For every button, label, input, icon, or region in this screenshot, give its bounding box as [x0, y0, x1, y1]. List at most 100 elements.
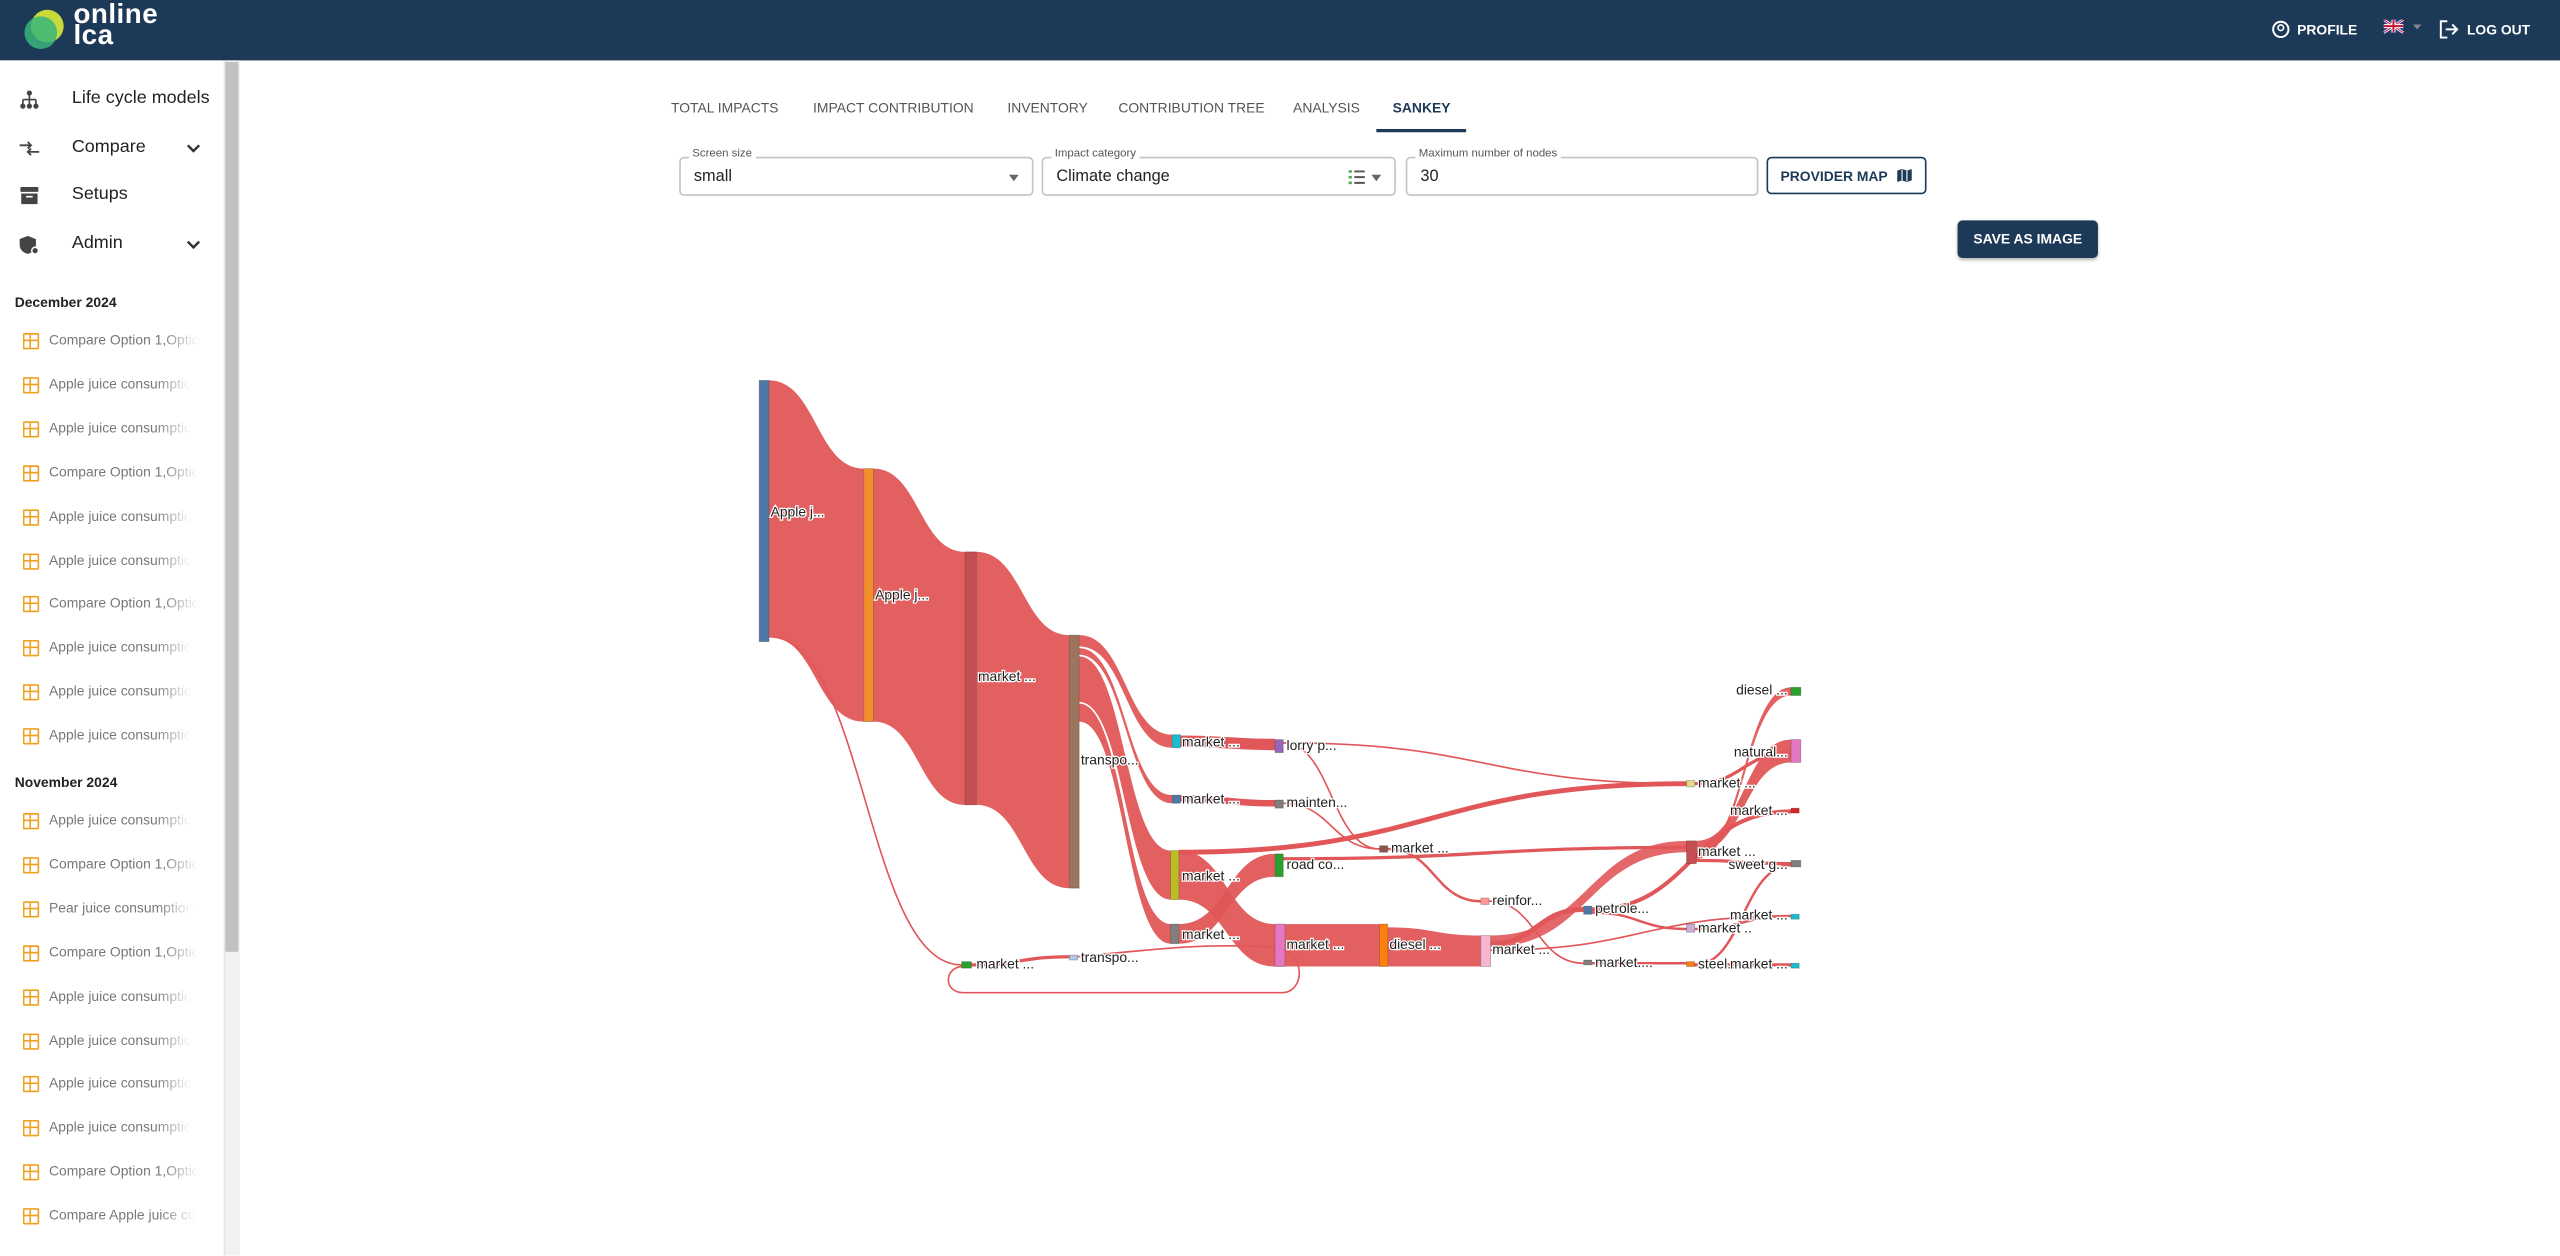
history-item[interactable]: Apple juice consumptio: [22, 725, 207, 748]
history-item[interactable]: Pear juice consumption: [22, 898, 207, 921]
history-item[interactable]: Apple juice consumptio: [22, 637, 207, 660]
item-icon: [22, 596, 40, 613]
profile-button[interactable]: PROFILE: [2297, 21, 2358, 38]
history-item[interactable]: Apple juice consumptio: [22, 810, 207, 833]
sankey-link: [1490, 906, 1584, 947]
button-label: PROVIDER MAP: [1780, 168, 1888, 185]
sankey-node-label: reinfor...: [1492, 892, 1542, 908]
logout-button[interactable]: LOG OUT: [2466, 21, 2531, 38]
impact-category-select[interactable]: Impact category Climate change: [1041, 148, 1396, 196]
history-item[interactable]: Compare Option 1,Optio: [22, 854, 207, 877]
item-label: Compare Option 1,Optio: [48, 855, 200, 872]
sankey-node: [863, 468, 874, 723]
sankey-node: [1583, 959, 1593, 966]
sankey-node: [1790, 913, 1800, 920]
field-label: Maximum number of nodes: [1415, 148, 1561, 160]
provider-map-button[interactable]: PROVIDER MAP: [1766, 156, 1927, 195]
tab[interactable]: CONTRIBUTION TREE: [1118, 99, 1265, 116]
sankey-node-label: market ...: [1182, 791, 1240, 807]
sankey-link: [971, 955, 1070, 967]
history-item[interactable]: Compare Option 1,Optio: [22, 1161, 207, 1184]
item-icon: [22, 1208, 40, 1225]
history-item[interactable]: Apple juice consumptio: [22, 1029, 207, 1052]
history-item[interactable]: Apple juice consumptio: [22, 681, 207, 704]
tab[interactable]: TOTAL IMPACTS: [671, 99, 779, 116]
history-item[interactable]: Apple juice consumptio: [22, 505, 207, 528]
history-item[interactable]: Apple juice consumptio: [22, 374, 207, 397]
sankey-node: [1790, 859, 1802, 868]
history-item[interactable]: Apple juice consumptio: [22, 549, 207, 572]
history-item[interactable]: Compare Apple juice co: [22, 1205, 207, 1228]
sankey-link: [1180, 735, 1276, 751]
language-select[interactable]: [2383, 19, 2423, 36]
max-nodes-input[interactable]: Maximum number of nodes 30: [1405, 148, 1759, 196]
menu-icon: [19, 235, 40, 254]
sankey-link: [1283, 742, 1380, 850]
sankey-link: [1079, 635, 1173, 748]
history-item[interactable]: Compare Option 1,Optio: [22, 942, 207, 965]
tab[interactable]: INVENTORY: [1007, 99, 1088, 116]
history-item[interactable]: Compare Option 1,Optio: [22, 462, 207, 485]
item-label: Apple juice consumptio: [48, 726, 192, 744]
sankey-link: [1387, 847, 1481, 903]
sankey-node-label: road co...: [1287, 856, 1345, 872]
sankey-node-label: transpo...: [1081, 949, 1139, 965]
sankey-link: [1283, 742, 1687, 785]
sankey-node-label: market....: [1595, 954, 1653, 970]
item-icon: [22, 1032, 40, 1049]
sankey-link: [1283, 845, 1687, 861]
sankey-link: [1178, 781, 1687, 855]
sankey-node-label: market ..: [1698, 920, 1752, 936]
chevron: [186, 239, 201, 249]
item-label: Apple juice consumptio: [48, 551, 192, 568]
sankey-node-label: mainten...: [1287, 794, 1348, 810]
menu-item[interactable]: Life cycle models: [0, 80, 224, 119]
tab[interactable]: ANALYSIS: [1293, 99, 1360, 116]
item-icon: [22, 988, 40, 1006]
tab[interactable]: SANKEY: [1392, 99, 1451, 116]
header: online lca PROFILE LOG OUT: [0, 0, 2560, 61]
history-item[interactable]: Apple juice consumptio: [22, 418, 207, 441]
item-icon: [22, 376, 40, 394]
sankey-node-label: market ...: [1730, 802, 1788, 818]
item-icon: [22, 552, 40, 569]
save-image-button[interactable]: SAVE AS IMAGE: [1957, 220, 2098, 258]
menu-item[interactable]: Compare: [0, 128, 224, 167]
screen-size-select[interactable]: Screen size small: [679, 148, 1034, 196]
item-label: Apple juice consumptio: [48, 419, 192, 436]
menu-label: Setups: [71, 184, 128, 205]
sankey-node: [1480, 897, 1490, 905]
history-item[interactable]: Apple juice consumptio: [22, 985, 207, 1008]
map-icon: [1897, 168, 1913, 183]
sankey-node: [758, 379, 770, 643]
item-icon: [22, 900, 40, 918]
sankey-node: [1686, 923, 1696, 933]
sankey-node-label: sweet g...: [1728, 856, 1787, 872]
item-label: Apple juice consumptio: [48, 987, 192, 1004]
item-icon: [22, 944, 40, 962]
sankey-link: [768, 380, 864, 722]
scrollbar-thumb[interactable]: [225, 62, 239, 952]
history-item[interactable]: Compare Option 1,Optio: [22, 593, 207, 616]
history-item[interactable]: Compare Option 1,Optio: [22, 330, 207, 353]
menu-label: Compare: [71, 136, 146, 156]
item-icon: [22, 333, 40, 350]
history-item[interactable]: Apple juice consumptio: [22, 1073, 207, 1096]
sankey-node-label: market ...: [1492, 941, 1550, 957]
list-icon: [1348, 170, 1365, 185]
sankey-node-label: market ...: [976, 956, 1034, 972]
group-title: December 2024: [14, 293, 117, 311]
tab[interactable]: IMPACT CONTRIBUTION: [813, 99, 974, 116]
sidebar: Life cycle models Compare Setups Admin Decem…: [0, 60, 224, 1256]
logo-icon: [24, 9, 64, 49]
item-label: Compare Apple juice co: [48, 1206, 196, 1224]
profile-icon: [2272, 20, 2290, 39]
menu-item[interactable]: Setups: [0, 176, 224, 215]
sankey-node: [1686, 961, 1696, 967]
item-label: Compare Option 1,Optio: [48, 594, 200, 612]
item-icon: [22, 684, 40, 701]
menu-item[interactable]: Admin: [0, 224, 224, 263]
item-label: Apple juice consumptio: [48, 1031, 192, 1048]
history-item[interactable]: Apple juice consumptio: [22, 1117, 207, 1140]
